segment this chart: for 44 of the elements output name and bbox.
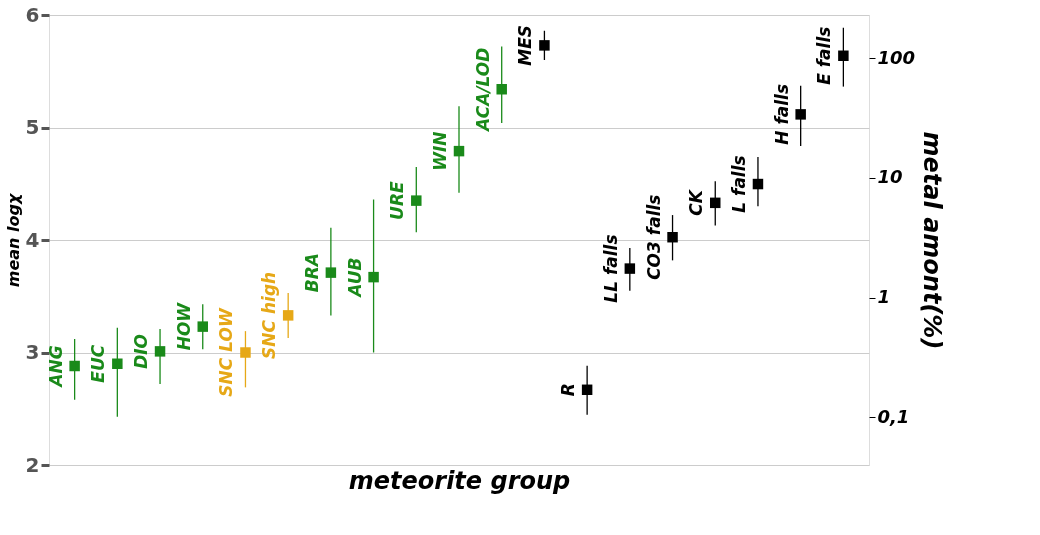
y-tick-label: 5	[25, 115, 40, 139]
x-tick-label: BRA	[301, 253, 322, 293]
y-tick-label: 4	[25, 227, 40, 252]
y2-tick-label: 1	[877, 286, 891, 308]
y2-tick-label: 10	[877, 166, 903, 188]
y2-axis-title: metal amont(%)	[918, 131, 947, 350]
point	[69, 360, 80, 372]
point	[496, 84, 507, 95]
point	[368, 271, 379, 283]
x-tick-label: CO3 falls	[643, 194, 664, 280]
point	[539, 40, 550, 51]
x-tick-label: SNC LOW	[216, 307, 237, 397]
x-tick-label: URE	[387, 180, 408, 220]
y-tick-label: 6	[25, 2, 40, 27]
y-tick-label: 2	[25, 452, 40, 477]
point	[240, 347, 251, 358]
x-tick-label: DIO	[131, 333, 152, 369]
x-tick-label: EUC	[88, 344, 109, 383]
x-tick-label: LL falls	[600, 234, 621, 303]
y2-tick-label: 100	[877, 46, 916, 68]
x-tick-label: WIN	[430, 131, 450, 171]
x-tick-label: ANG	[45, 345, 66, 389]
x-tick-label: ACA/LOD	[472, 47, 493, 133]
y-axis-title: mean logχ	[3, 192, 23, 288]
y-tick-label: 3	[25, 340, 40, 364]
point	[667, 231, 678, 243]
point	[197, 321, 208, 332]
x-tick-label: SNC high	[259, 271, 280, 359]
x-tick-label: MES	[515, 24, 536, 66]
x-tick-label: L falls	[728, 155, 749, 213]
x-tick-label: E falls	[814, 26, 835, 85]
point	[282, 310, 294, 321]
point	[838, 50, 849, 61]
point	[411, 195, 422, 206]
x-tick-label: HOW	[173, 301, 194, 351]
x-tick-label: H falls	[771, 83, 792, 145]
point	[112, 358, 123, 369]
x-axis-title: meteorite group	[348, 466, 571, 495]
x-tick-label: CK	[686, 188, 707, 216]
point	[795, 109, 806, 120]
point	[624, 263, 636, 274]
x-tick-label: AUB	[344, 257, 365, 299]
y2-tick-label: 0,1	[877, 405, 910, 427]
x-tick-label: R	[558, 383, 579, 397]
